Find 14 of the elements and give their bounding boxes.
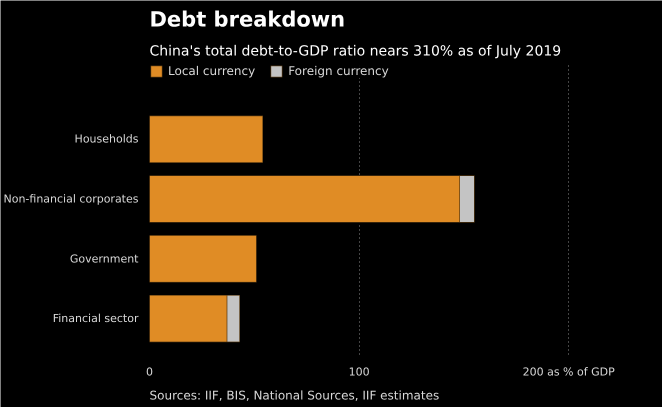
x-tick-label: 200 as % of GDP — [522, 366, 616, 378]
y-tick-label: Non-financial corporates — [4, 192, 139, 206]
bar — [150, 235, 257, 282]
legend-label: Foreign currency — [288, 64, 389, 78]
source-note: Sources: IIF, BIS, National Sources, IIF estimates — [150, 388, 440, 402]
x-tick-label: 100 — [348, 366, 370, 378]
bar — [150, 116, 263, 163]
y-tick-label: Households — [74, 132, 139, 146]
chart-title: Debt breakdown — [150, 8, 346, 32]
y-tick-label: Financial sector — [52, 312, 139, 326]
x-tick-label: 0 — [146, 366, 153, 378]
chart-subtitle: China's total debt-to-GDP ratio nears 310% as of July 2019 — [150, 44, 562, 60]
y-tick-label: Government — [70, 252, 140, 266]
legend-label: Local currency — [168, 64, 256, 78]
